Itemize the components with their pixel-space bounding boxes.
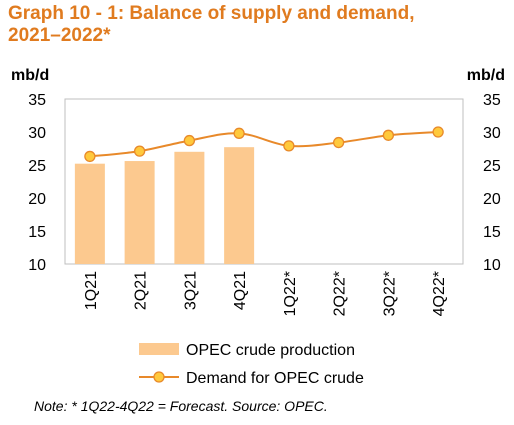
y-tick-left: 25 <box>28 158 46 175</box>
marker-demand-for-opec-crude <box>133 145 146 157</box>
marker-demand-for-opec-crude <box>332 136 345 149</box>
bar-opec-crude-production <box>224 147 255 264</box>
y-tick-left: 20 <box>28 191 46 208</box>
y-tick-left: 35 <box>28 92 46 109</box>
bar-opec-crude-production <box>174 151 205 264</box>
legend-swatch-marker <box>153 371 165 383</box>
x-tick-label: 1Q21 <box>83 271 100 310</box>
y-tick-right: 15 <box>483 224 501 241</box>
y-tick-right: 30 <box>483 125 501 142</box>
x-tick-label: 2Q22* <box>332 271 349 316</box>
chart-title-line-1: Graph 10 - 1: Balance of supply and dema… <box>8 3 415 24</box>
marker-demand-for-opec-crude <box>382 129 395 141</box>
marker-demand-for-opec-crude <box>283 140 295 152</box>
chart-title-line-2: 2021–2022* <box>8 25 111 46</box>
legend-swatch-bar <box>139 343 179 355</box>
marker-demand-for-opec-crude <box>84 150 96 163</box>
legend-label-bar: OPEC crude production <box>186 342 355 359</box>
y-axis-right-label: mb/d <box>467 67 505 84</box>
y-tick-right: 25 <box>483 158 501 175</box>
bar-opec-crude-production <box>124 161 155 264</box>
marker-demand-for-opec-crude <box>233 127 245 139</box>
chart-title: Graph 10 - 1: Balance of supply and dema… <box>8 3 508 47</box>
legend-label-line: Demand for OPEC crude <box>186 370 364 387</box>
y-tick-left: 15 <box>28 224 46 241</box>
x-tick-label: 4Q22* <box>431 271 448 316</box>
marker-demand-for-opec-crude <box>432 126 444 138</box>
y-tick-left: 10 <box>28 257 46 274</box>
y-tick-right: 10 <box>483 257 501 274</box>
y-tick-right: 20 <box>483 191 501 208</box>
y-tick-right: 35 <box>483 92 501 109</box>
source-note: Note: * 1Q22-4Q22 = Forecast. Source: OP… <box>34 398 328 414</box>
x-tick-label: 4Q21 <box>232 271 249 310</box>
y-tick-left: 30 <box>28 125 46 142</box>
plot-frame <box>64 98 464 265</box>
x-tick-label: 3Q21 <box>182 271 199 310</box>
x-tick-label: 3Q22* <box>381 271 398 316</box>
x-tick-label: 2Q21 <box>133 271 150 310</box>
bar-opec-crude-production <box>74 163 105 264</box>
x-tick-label: 1Q22* <box>282 271 299 316</box>
marker-demand-for-opec-crude <box>183 134 196 147</box>
y-axis-left-label: mb/d <box>11 67 49 84</box>
